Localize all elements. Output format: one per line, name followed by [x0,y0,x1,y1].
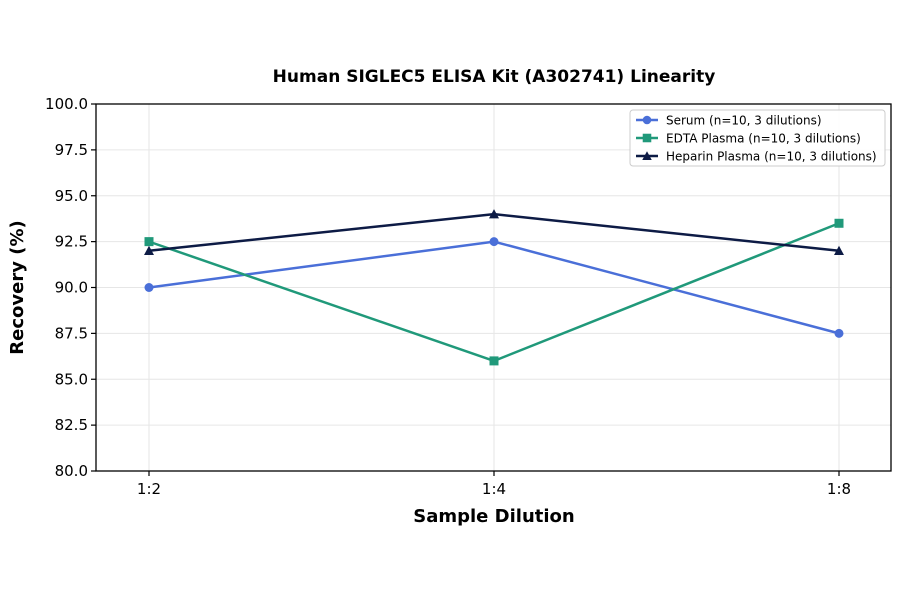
chart-title: Human SIGLEC5 ELISA Kit (A302741) Linear… [273,67,716,87]
axis-ticks: 80.0 82.5 85.0 87.5 90.0 92.5 95.0 97.5 100.0 1:2… [45,95,851,498]
legend-box [629,109,886,167]
series-1 [144,218,844,366]
y-tick-label: 100.0 [45,95,88,113]
x-tick-label: 1:4 [482,480,506,498]
data-point [489,237,499,247]
x-tick-label: 1:2 [137,480,161,498]
x-axis-label: Sample Dilution [413,506,574,527]
y-tick-label: 90.0 [55,279,88,297]
data-point [489,356,499,366]
data-point [144,245,154,256]
y-tick-label: 95.0 [55,187,88,205]
series-2 [144,209,844,256]
data-point [834,328,844,338]
legend-item: Heparin Plasma (n=10, 3 dilutions) [636,150,877,164]
y-tick-label: 92.5 [55,233,88,251]
legend-label: Heparin Plasma (n=10, 3 dilutions) [666,150,877,164]
legend-marker [642,115,652,125]
y-tick-label: 87.5 [55,324,88,342]
data-point [834,245,844,256]
data-point [144,283,154,292]
legend-item: EDTA Plasma (n=10, 3 dilutions) [636,132,861,146]
data-point [489,209,499,219]
y-tick-label: 85.0 [55,370,88,388]
series-0 [144,237,844,338]
y-axis-label: Recovery (%) [7,220,28,354]
legend-marker [642,151,652,161]
data-point [144,237,154,247]
legend-item: Serum (n=10, 3 dilutions) [636,114,822,128]
y-tick-label: 80.0 [55,462,88,480]
y-tick-label: 82.5 [55,416,88,434]
y-tick-label: 97.5 [55,141,88,159]
legend-label: Serum (n=10, 3 dilutions) [666,114,822,128]
legend-label: EDTA Plasma (n=10, 3 dilutions) [666,132,861,146]
series-group [144,209,844,366]
legend-marker [642,133,652,143]
legend: Serum (n=10, 3 dilutions) EDTA Plasma (n=… [629,109,886,167]
x-tick-label: 1:8 [827,480,851,498]
data-point [834,218,844,228]
